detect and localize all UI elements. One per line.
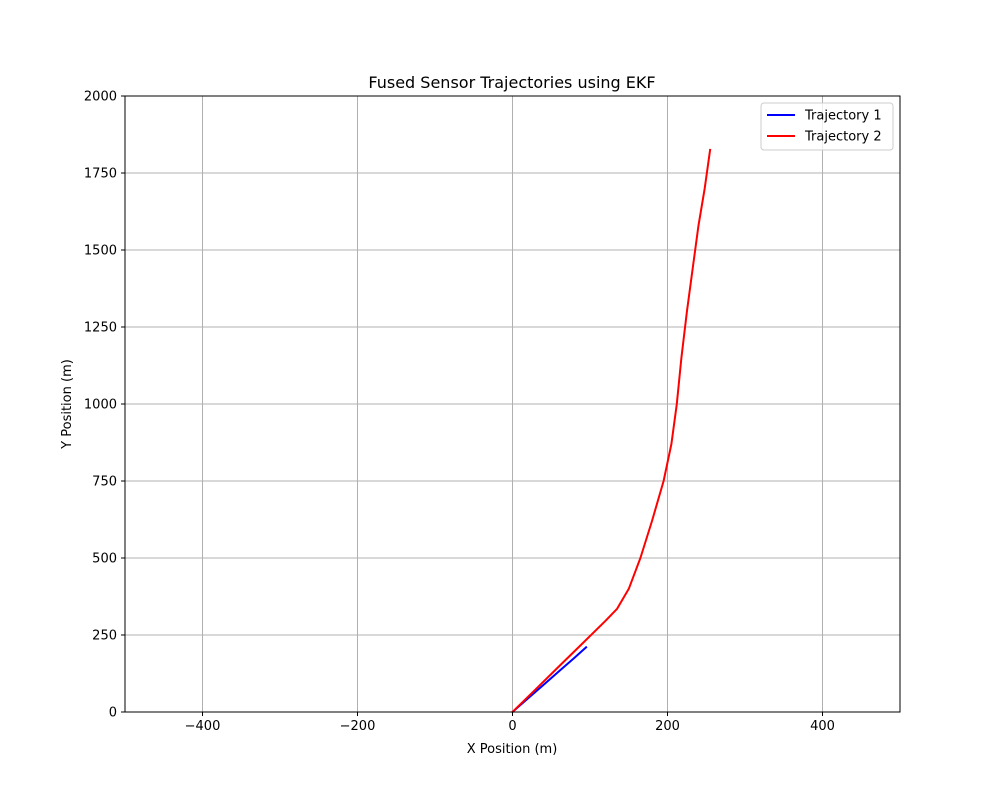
axis-ticks: −400 −200 0 200 400 0 250 500 750 1000 1250 1500 175…	[84, 90, 835, 735]
y-axis-label: Y Position (m)	[60, 359, 75, 450]
x-axis-label: X Position (m)	[467, 742, 558, 757]
y-tick-label: 500	[92, 552, 117, 567]
chart-title: Fused Sensor Trajectories using EKF	[368, 73, 655, 92]
y-tick-label: 0	[109, 706, 117, 721]
x-tick-label: 0	[508, 719, 516, 734]
x-tick-label: −200	[340, 719, 376, 734]
y-tick-label: 1250	[84, 321, 117, 336]
legend-label-trajectory-2: Trajectory 2	[804, 130, 882, 145]
y-tick-label: 750	[92, 475, 117, 490]
series-line-trajectory-2	[511, 148, 712, 714]
x-tick-label: 400	[810, 719, 835, 734]
y-tick-label: 250	[92, 629, 117, 644]
x-tick-label: −400	[185, 719, 221, 734]
y-tick-label: 1750	[84, 167, 117, 182]
x-tick-label: 200	[655, 719, 680, 734]
legend: Trajectory 1 Trajectory 2	[760, 102, 894, 151]
series-lines	[511, 148, 712, 714]
y-tick-label: 1500	[84, 244, 117, 259]
y-tick-label: 1000	[84, 398, 117, 413]
legend-label-trajectory-1: Trajectory 1	[804, 109, 882, 124]
y-tick-label: 2000	[84, 90, 117, 105]
grid-lines	[125, 95, 900, 713]
